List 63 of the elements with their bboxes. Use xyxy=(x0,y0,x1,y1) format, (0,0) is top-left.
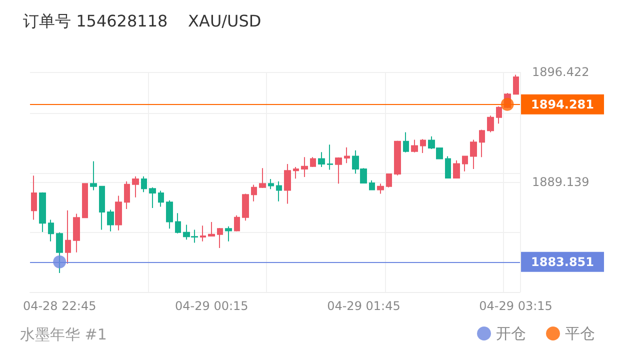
candlestick xyxy=(208,222,215,237)
candlestick xyxy=(107,209,114,232)
candlestick xyxy=(284,164,291,204)
candlestick xyxy=(411,139,418,153)
x-tick-label: 04-29 03:15 xyxy=(479,299,552,313)
candlestick xyxy=(90,160,97,191)
text: 水墨年华 #1 xyxy=(20,326,107,344)
candlestick xyxy=(293,166,299,180)
candlestick xyxy=(327,144,333,170)
candlestick xyxy=(268,178,274,190)
ref-line-label: 1883.851 xyxy=(531,254,594,269)
candlestick xyxy=(48,219,54,242)
legend-label: 平仓 xyxy=(565,324,595,342)
candlestick xyxy=(445,156,451,179)
candlestick xyxy=(166,200,173,230)
candlestick xyxy=(369,180,375,191)
candlestick xyxy=(31,175,37,220)
candlestick xyxy=(479,129,485,158)
candlestick xyxy=(310,156,316,168)
candlestick xyxy=(217,228,223,248)
candlestick xyxy=(394,140,401,176)
candlestick xyxy=(99,186,105,230)
candlestick xyxy=(242,193,249,222)
ref-line-label: 1894.281 xyxy=(531,97,594,112)
candlestick xyxy=(234,214,240,232)
candlestick xyxy=(39,192,46,232)
candlestick xyxy=(115,195,122,231)
candlestick xyxy=(301,156,308,178)
candlestick xyxy=(318,152,325,168)
chart-title: 订单号 154628118 XAU/USD xyxy=(23,12,262,30)
candlestick xyxy=(386,173,392,188)
candlestick xyxy=(420,138,426,154)
candlestick xyxy=(513,74,519,96)
x-tick-label: 04-29 01:45 xyxy=(327,299,400,313)
candlestick xyxy=(251,184,257,202)
legend-label: 开仓 xyxy=(496,324,526,342)
candlestick xyxy=(65,210,71,264)
x-tick-label: 04-28 22:45 xyxy=(22,299,96,313)
candlestick xyxy=(175,212,181,234)
candlestick xyxy=(158,190,164,208)
candlestick xyxy=(276,180,282,202)
candlestick xyxy=(200,225,206,242)
candlestick xyxy=(496,106,502,124)
candlestick xyxy=(149,186,156,208)
candlestick xyxy=(462,155,468,172)
candlestick xyxy=(377,183,384,194)
candlestick xyxy=(453,160,460,179)
candlestick xyxy=(82,183,88,218)
y-tick-label: 1896.422 xyxy=(532,65,590,79)
candlestick xyxy=(132,176,139,198)
y-tick-label: 1889.139 xyxy=(532,175,590,189)
candlestick xyxy=(73,213,80,253)
candlestick xyxy=(225,226,232,242)
candlestick xyxy=(259,168,266,189)
candlestick xyxy=(141,176,147,193)
candlestick xyxy=(124,180,130,210)
candlestick xyxy=(344,146,350,164)
candlestick xyxy=(335,156,342,184)
x-tick-label: 04-29 00:15 xyxy=(175,299,248,313)
candlestick xyxy=(470,139,477,170)
candlestick xyxy=(403,132,409,153)
candlestick xyxy=(56,232,63,274)
candlestick xyxy=(487,115,494,133)
